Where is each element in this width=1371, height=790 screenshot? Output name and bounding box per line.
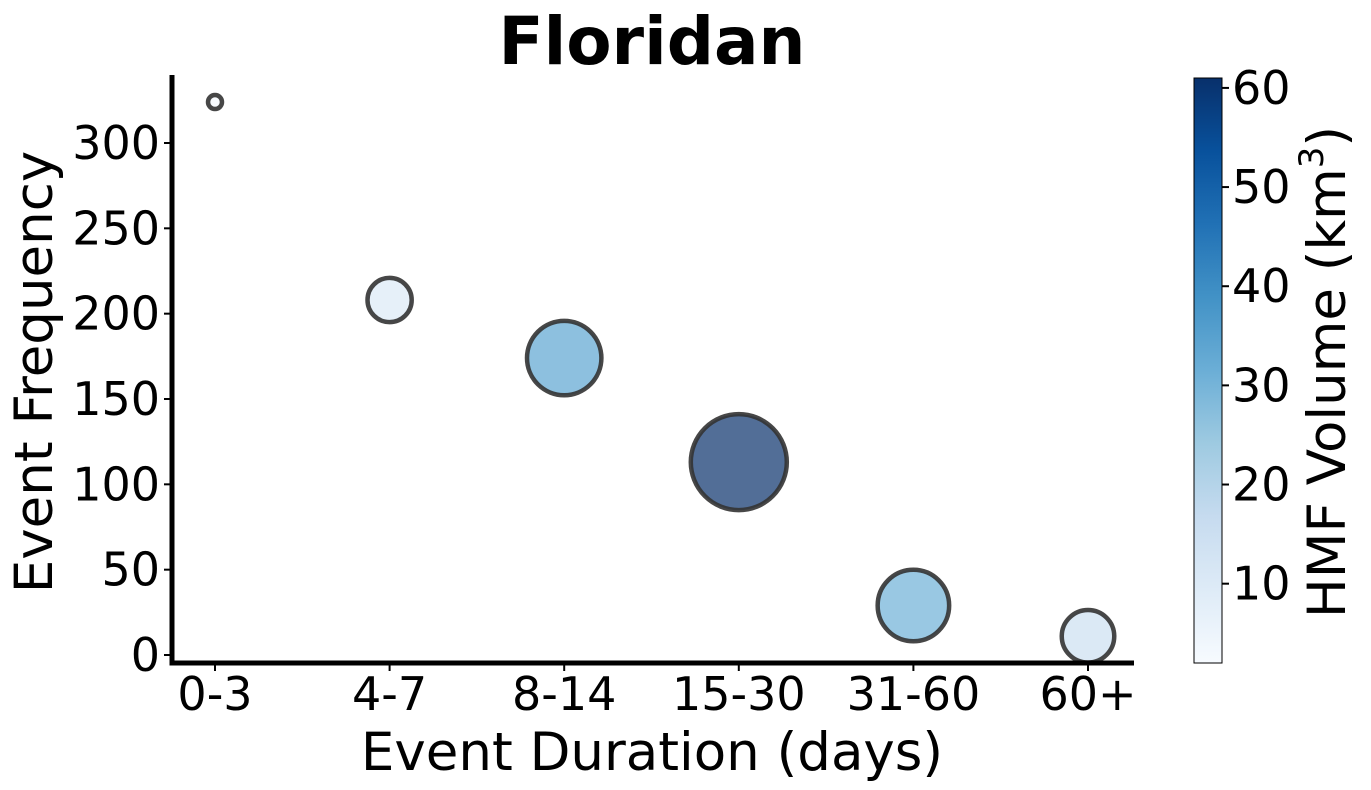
x-tick-label-4-7: 4-7 xyxy=(352,667,427,721)
y-tick-label-150: 150 xyxy=(72,372,160,426)
colorbar-tick-label-60: 60 xyxy=(1232,61,1291,115)
plot-area xyxy=(205,92,1117,665)
colorbar: 10 20 30 40 50 60 xyxy=(1193,61,1291,664)
data-point-31-60 xyxy=(875,567,952,644)
data-point-15-30 xyxy=(688,411,790,513)
x-axis-label: Event Duration (days) xyxy=(361,722,943,783)
data-point-8-14 xyxy=(524,318,604,398)
colorbar-tick-label-40: 40 xyxy=(1232,259,1291,313)
colorbar-tick-label-30: 30 xyxy=(1232,358,1291,412)
x-tick-label-60+: 60+ xyxy=(1039,667,1136,721)
y-axis-label: Event Frequency xyxy=(4,151,65,593)
x-tick-label-8-14: 8-14 xyxy=(512,667,616,721)
colorbar-label-suffix: ) xyxy=(1297,126,1358,147)
colorbar-tick-label-10: 10 xyxy=(1232,557,1291,611)
data-point-60+ xyxy=(1059,607,1117,665)
colorbar-tick-label-20: 20 xyxy=(1232,458,1291,512)
x-tick-label-15-30: 15-30 xyxy=(672,667,806,721)
colorbar-label-text: HMF Volume (km xyxy=(1297,168,1358,618)
colorbar-label: HMF Volume (km3) xyxy=(1292,126,1358,618)
y-tick-label-50: 50 xyxy=(101,543,160,597)
axes: 0 50 100 150 200 250 300 0-3 4-7 8-14 15-30 31-60 60… xyxy=(72,75,1137,721)
x-tick-label-31-60: 31-60 xyxy=(847,667,981,721)
y-tick-label-100: 100 xyxy=(72,457,160,511)
x-tick-label-0-3: 0-3 xyxy=(177,667,252,721)
chart-title: Floridan xyxy=(499,3,806,80)
y-tick-label-200: 200 xyxy=(72,287,160,341)
data-point-0-3 xyxy=(205,92,225,112)
y-tick-label-300: 300 xyxy=(72,116,160,170)
data-point-4-7 xyxy=(365,275,414,325)
y-tick-label-0: 0 xyxy=(131,628,160,682)
colorbar-label-superscript: 3 xyxy=(1292,147,1332,169)
y-tick-label-250: 250 xyxy=(72,201,160,255)
colorbar-tick-label-50: 50 xyxy=(1232,160,1291,214)
colorbar-gradient xyxy=(1193,77,1223,664)
